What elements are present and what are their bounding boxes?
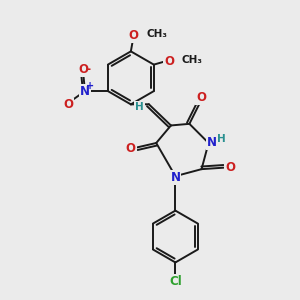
- Text: CH₃: CH₃: [182, 55, 203, 64]
- Text: O: O: [196, 92, 206, 104]
- Text: Cl: Cl: [169, 275, 182, 288]
- Text: N: N: [170, 171, 180, 184]
- Text: +: +: [86, 81, 94, 91]
- Text: N: N: [206, 136, 217, 149]
- Text: H: H: [135, 102, 144, 112]
- Text: O: O: [129, 29, 139, 42]
- Text: O: O: [164, 55, 174, 68]
- Text: O: O: [126, 142, 136, 155]
- Text: N: N: [80, 85, 90, 98]
- Text: CH₃: CH₃: [146, 29, 167, 39]
- Text: O: O: [225, 161, 235, 174]
- Text: H: H: [218, 134, 226, 144]
- Text: -: -: [85, 63, 90, 76]
- Text: O: O: [78, 63, 88, 76]
- Text: O: O: [63, 98, 73, 111]
